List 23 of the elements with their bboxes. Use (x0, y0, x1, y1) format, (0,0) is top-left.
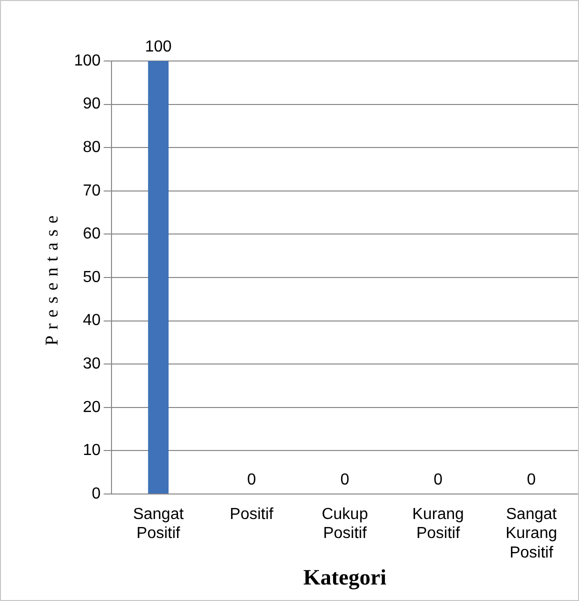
y-tick-label: 50 (82, 268, 101, 286)
y-tick-label: 10 (82, 442, 101, 460)
data-label: 0 (247, 471, 256, 488)
x-axis-title: Kategori (303, 564, 386, 590)
x-tick-label: Cukup Positif (322, 506, 368, 542)
data-label: 0 (526, 471, 536, 488)
data-label: 0 (434, 471, 443, 488)
y-tick-label: 60 (82, 226, 101, 243)
y-tick-label: 20 (82, 398, 101, 416)
y-tick-label: 0 (92, 485, 101, 502)
x-tick-label: Positif (230, 506, 274, 524)
x-tick-label: Kurang Positif (412, 506, 464, 542)
data-label: 100 (144, 38, 172, 56)
x-tick-label: Sangat Positif (132, 506, 184, 542)
data-label: 0 (340, 471, 350, 488)
y-tick-label: 30 (82, 356, 101, 373)
y-tick-label: 80 (82, 139, 101, 156)
y-tick-label: 40 (82, 312, 101, 330)
y-tick-label: 90 (82, 96, 101, 113)
y-tick-label: 70 (82, 182, 101, 200)
y-tick-label: 100 (74, 52, 101, 70)
x-tick-label: Sangat Kurang Positif (506, 506, 558, 562)
y-axis-title: Presentase (42, 210, 62, 346)
